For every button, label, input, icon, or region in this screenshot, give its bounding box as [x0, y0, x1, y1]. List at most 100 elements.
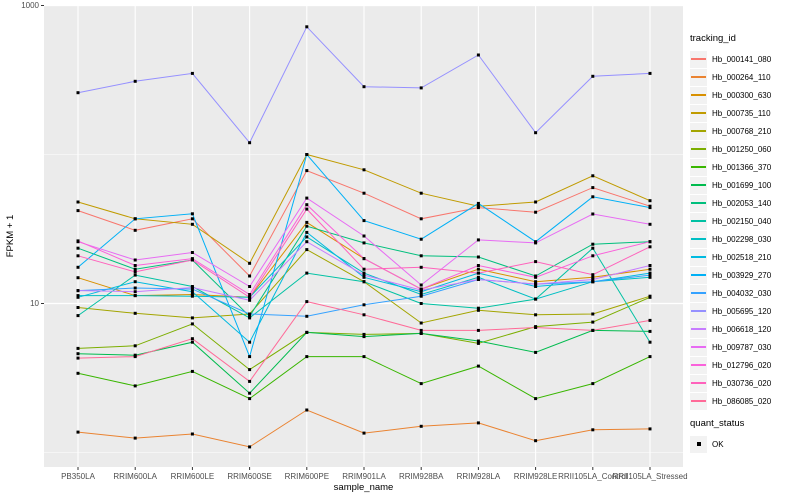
data-point: [591, 328, 595, 332]
data-point: [362, 271, 366, 275]
legend-item-label: Hb_009787_030: [712, 342, 772, 352]
data-point: [248, 379, 252, 383]
x-tick-label: RRIM600SE: [227, 472, 271, 481]
data-point: [476, 328, 480, 332]
data-point: [248, 368, 252, 372]
x-axis-title: sample_name: [334, 482, 394, 493]
axis-ticks: [41, 5, 651, 470]
data-point: [648, 318, 652, 322]
legend-item-Hb_001250_060: Hb_001250_060: [690, 140, 798, 158]
legend-item-label: Hb_000141_080: [712, 54, 772, 64]
data-point: [190, 251, 194, 254]
data-point: [419, 382, 423, 386]
y-tick-label-1000: 1000: [21, 1, 39, 10]
data-point: [305, 220, 309, 224]
legend-item-label: Hb_001699_100: [712, 180, 772, 190]
data-point: [190, 337, 194, 341]
x-tick-label: RRIM600PE: [285, 472, 329, 481]
data-point: [419, 302, 423, 305]
data-point: [76, 306, 80, 309]
data-point: [419, 217, 423, 221]
legend-item-Hb_009787_030: Hb_009787_030: [690, 338, 798, 356]
data-point: [591, 74, 595, 78]
legend-item-label: Hb_000735_110: [712, 108, 771, 118]
data-point: [248, 391, 252, 395]
data-point: [133, 286, 137, 290]
data-point: [362, 241, 366, 245]
legend-key-line-icon: [690, 374, 707, 392]
legend-title-quant-status: quant_status: [690, 418, 745, 429]
data-point: [534, 282, 538, 286]
data-point: [534, 326, 538, 329]
data-point: [362, 275, 366, 279]
data-point: [648, 355, 652, 359]
data-point: [76, 295, 80, 299]
data-point: [133, 258, 137, 262]
data-point: [76, 91, 80, 95]
legend-item-Hb_005695_120: Hb_005695_120: [690, 302, 798, 320]
data-point: [362, 267, 366, 271]
data-point: [190, 222, 194, 226]
data-point: [133, 294, 137, 298]
data-point: [591, 186, 595, 190]
data-point: [76, 209, 80, 213]
legend-item-Hb_086085_020: Hb_086085_020: [690, 392, 798, 410]
data-point: [248, 293, 252, 296]
data-point: [76, 265, 80, 269]
data-point: [534, 397, 538, 401]
data-point: [419, 328, 423, 332]
legend-item-Hb_000141_080: Hb_000141_080: [690, 50, 798, 68]
data-point: [248, 340, 252, 344]
data-point: [190, 212, 194, 216]
legend-quant-items: OK: [690, 435, 798, 453]
data-point: [476, 341, 480, 345]
data-point: [591, 275, 595, 279]
data-point: [476, 271, 480, 275]
data-point: [305, 408, 309, 412]
legend-key-line-icon: [690, 104, 707, 122]
data-point: [305, 207, 309, 211]
legend-key-line-icon: [690, 356, 707, 374]
data-point: [133, 228, 137, 232]
data-point: [133, 217, 137, 221]
legend-key-square-icon: [690, 435, 707, 453]
data-point: [591, 174, 595, 178]
legend-item-Hb_006618_120: Hb_006618_120: [690, 320, 798, 338]
x-tick-label: RRII105LA_Stressed: [612, 472, 687, 481]
data-point: [362, 257, 366, 261]
data-point: [648, 240, 652, 244]
legend-key-line-icon: [690, 248, 707, 266]
data-point: [76, 371, 80, 375]
data-point: [76, 276, 80, 280]
data-point: [190, 287, 194, 291]
data-point: [362, 85, 366, 89]
data-point: [534, 439, 538, 443]
data-point: [305, 224, 309, 228]
data-point: [648, 427, 652, 431]
data-point: [133, 384, 137, 388]
data-point: [476, 238, 480, 242]
x-tick-label: RRIM901LA: [342, 472, 386, 481]
data-point: [76, 289, 80, 293]
data-point: [76, 314, 80, 318]
legend-key-line-icon: [690, 140, 707, 158]
data-point: [76, 239, 80, 243]
legend-item-label: Hb_001250_060: [712, 144, 772, 154]
data-point: [534, 275, 538, 279]
legend-item-label: Hb_030736_020: [712, 378, 772, 388]
data-point: [648, 71, 652, 75]
data-point: [190, 340, 194, 344]
legend-item-label: Hb_012796_020: [712, 360, 772, 370]
legend-item-Hb_000264_110: Hb_000264_110: [690, 68, 798, 86]
data-point: [476, 278, 480, 281]
x-tick-label: RRIM600LA: [113, 472, 157, 481]
legend-item-Hb_002053_140: Hb_002053_140: [690, 194, 798, 212]
data-point: [591, 242, 595, 246]
data-point: [534, 260, 538, 264]
legend-item-Hb_012796_020: Hb_012796_020: [690, 356, 798, 374]
data-point: [476, 308, 480, 312]
data-point: [190, 432, 194, 436]
data-point: [76, 352, 80, 356]
data-point: [248, 312, 252, 316]
data-point: [133, 273, 137, 277]
